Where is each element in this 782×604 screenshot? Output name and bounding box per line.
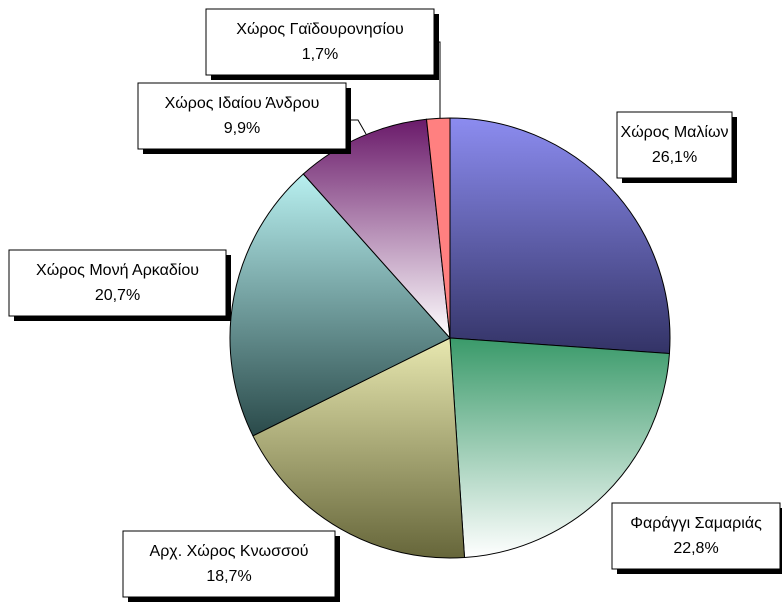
label-box (8, 249, 227, 317)
pie-slice (302, 118, 451, 340)
label-box (205, 8, 435, 76)
slice-label: Αρχ. Χώρος Κνωσσού (150, 543, 309, 560)
pie-slice (449, 117, 671, 355)
slice-value-label: 20,7% (95, 287, 140, 304)
slice-label: Χώρος Ιδαίου Άνδρου (165, 95, 320, 112)
slice-value-label: 26,1% (652, 149, 697, 166)
pie-slice (425, 117, 451, 339)
slice-value-label: 1,7% (302, 46, 338, 63)
pie-slice (229, 173, 451, 437)
label-box (611, 502, 781, 570)
slice-value-label: 22,8% (673, 540, 718, 557)
slice-label: Φαράγγι Σαμαριάς (630, 515, 762, 532)
slice-value-label: 9,9% (224, 120, 260, 137)
label-box (137, 82, 347, 150)
pie-slice (449, 337, 670, 559)
label-box (122, 530, 336, 598)
slice-label: Χώρος Μονή Αρκαδίου (36, 262, 199, 279)
pie-slice (252, 337, 466, 559)
slice-label: Χώρος Μαλίων (621, 124, 729, 141)
slice-value-label: 18,7% (206, 568, 251, 585)
label-box (616, 111, 733, 179)
slice-label: Χώρος Γαϊδουρονησίου (236, 21, 403, 38)
